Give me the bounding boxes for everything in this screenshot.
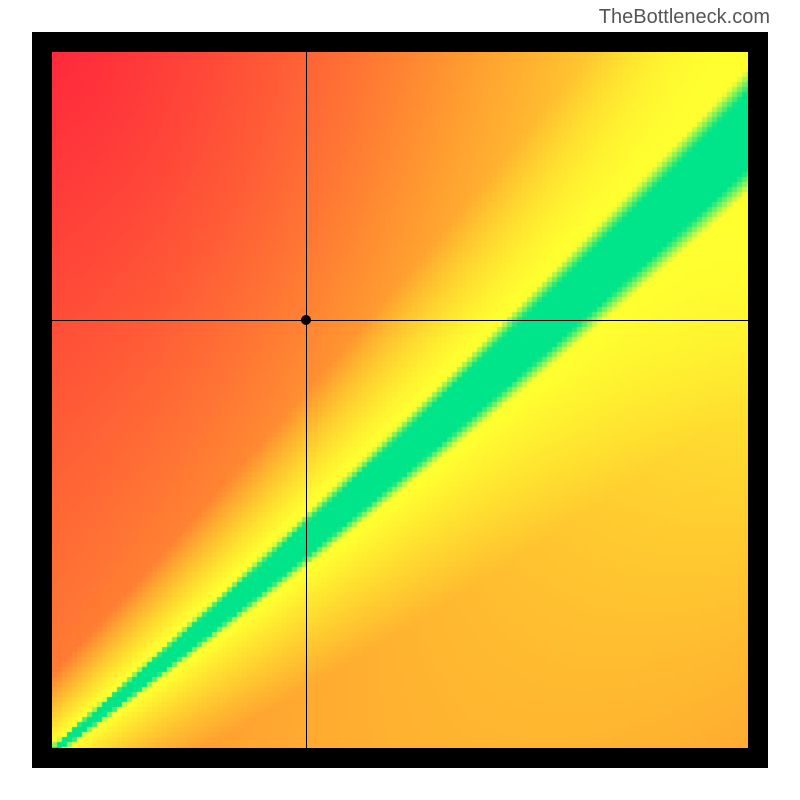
heatmap-canvas [52,52,748,748]
chart-frame [32,32,768,768]
heatmap-plot [52,52,748,748]
crosshair-horizontal [52,320,748,321]
watermark-text: TheBottleneck.com [599,6,770,29]
crosshair-marker [301,315,311,325]
crosshair-vertical [306,52,307,748]
chart-container: TheBottleneck.com [0,0,800,800]
